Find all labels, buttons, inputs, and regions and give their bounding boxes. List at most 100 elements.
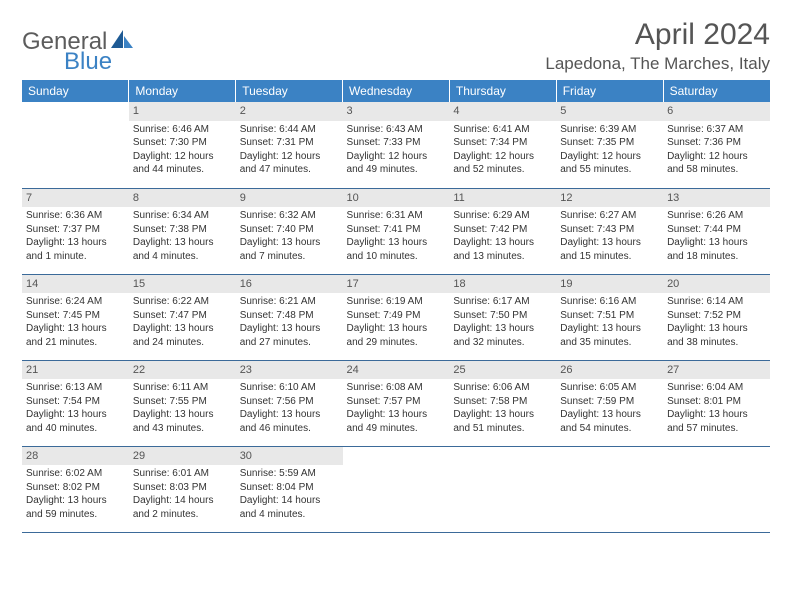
calendar-cell: 29Sunrise: 6:01 AMSunset: 8:03 PMDayligh… — [129, 446, 236, 532]
calendar-cell: 4Sunrise: 6:41 AMSunset: 7:34 PMDaylight… — [449, 102, 556, 188]
sunrise-line: Sunrise: 6:39 AM — [560, 123, 659, 137]
sunrise-line: Sunrise: 6:19 AM — [347, 295, 446, 309]
calendar-cell: 2Sunrise: 6:44 AMSunset: 7:31 PMDaylight… — [236, 102, 343, 188]
sunset-line: Sunset: 7:54 PM — [26, 395, 125, 409]
sunset-line: Sunset: 7:56 PM — [240, 395, 339, 409]
calendar-cell — [556, 446, 663, 532]
sunset-line: Sunset: 8:01 PM — [667, 395, 766, 409]
sunrise-line: Sunrise: 6:46 AM — [133, 123, 232, 137]
day-number: 17 — [343, 275, 450, 294]
sunset-line: Sunset: 7:31 PM — [240, 136, 339, 150]
calendar-cell: 26Sunrise: 6:05 AMSunset: 7:59 PMDayligh… — [556, 360, 663, 446]
sunrise-line: Sunrise: 6:11 AM — [133, 381, 232, 395]
calendar-cell: 27Sunrise: 6:04 AMSunset: 8:01 PMDayligh… — [663, 360, 770, 446]
sunset-line: Sunset: 7:41 PM — [347, 223, 446, 237]
calendar-cell: 10Sunrise: 6:31 AMSunset: 7:41 PMDayligh… — [343, 188, 450, 274]
logo-text-blue: Blue — [64, 48, 112, 76]
day-number: 23 — [236, 361, 343, 380]
sunrise-line: Sunrise: 6:06 AM — [453, 381, 552, 395]
daylight-line: Daylight: 13 hours and 24 minutes. — [133, 322, 232, 349]
calendar-cell: 12Sunrise: 6:27 AMSunset: 7:43 PMDayligh… — [556, 188, 663, 274]
sunset-line: Sunset: 7:33 PM — [347, 136, 446, 150]
calendar-cell: 23Sunrise: 6:10 AMSunset: 7:56 PMDayligh… — [236, 360, 343, 446]
day-number: 28 — [22, 447, 129, 466]
sunrise-line: Sunrise: 6:21 AM — [240, 295, 339, 309]
sunrise-line: Sunrise: 6:22 AM — [133, 295, 232, 309]
sunrise-line: Sunrise: 6:02 AM — [26, 467, 125, 481]
weekday-header: Saturday — [663, 80, 770, 102]
sunrise-line: Sunrise: 6:08 AM — [347, 381, 446, 395]
calendar-cell: 8Sunrise: 6:34 AMSunset: 7:38 PMDaylight… — [129, 188, 236, 274]
calendar-body: 1Sunrise: 6:46 AMSunset: 7:30 PMDaylight… — [22, 102, 770, 532]
daylight-line: Daylight: 13 hours and 21 minutes. — [26, 322, 125, 349]
day-number: 13 — [663, 189, 770, 208]
calendar-cell — [22, 102, 129, 188]
calendar-cell: 25Sunrise: 6:06 AMSunset: 7:58 PMDayligh… — [449, 360, 556, 446]
day-number: 22 — [129, 361, 236, 380]
sunrise-line: Sunrise: 6:10 AM — [240, 381, 339, 395]
day-number: 25 — [449, 361, 556, 380]
daylight-line: Daylight: 13 hours and 49 minutes. — [347, 408, 446, 435]
calendar-cell: 5Sunrise: 6:39 AMSunset: 7:35 PMDaylight… — [556, 102, 663, 188]
calendar-cell: 20Sunrise: 6:14 AMSunset: 7:52 PMDayligh… — [663, 274, 770, 360]
sunset-line: Sunset: 7:48 PM — [240, 309, 339, 323]
sunset-line: Sunset: 7:45 PM — [26, 309, 125, 323]
sunset-line: Sunset: 7:50 PM — [453, 309, 552, 323]
daylight-line: Daylight: 12 hours and 47 minutes. — [240, 150, 339, 177]
weekday-header: Wednesday — [343, 80, 450, 102]
daylight-line: Daylight: 13 hours and 59 minutes. — [26, 494, 125, 521]
weekday-header: Monday — [129, 80, 236, 102]
day-number: 29 — [129, 447, 236, 466]
month-title: April 2024 — [545, 18, 770, 52]
day-number: 4 — [449, 102, 556, 121]
sunrise-line: Sunrise: 6:16 AM — [560, 295, 659, 309]
calendar-cell: 19Sunrise: 6:16 AMSunset: 7:51 PMDayligh… — [556, 274, 663, 360]
sunrise-line: Sunrise: 6:14 AM — [667, 295, 766, 309]
sunset-line: Sunset: 7:34 PM — [453, 136, 552, 150]
calendar-cell — [449, 446, 556, 532]
sunset-line: Sunset: 7:36 PM — [667, 136, 766, 150]
daylight-line: Daylight: 13 hours and 10 minutes. — [347, 236, 446, 263]
daylight-line: Daylight: 13 hours and 57 minutes. — [667, 408, 766, 435]
daylight-line: Daylight: 13 hours and 15 minutes. — [560, 236, 659, 263]
weekday-header: Friday — [556, 80, 663, 102]
sunrise-line: Sunrise: 6:17 AM — [453, 295, 552, 309]
daylight-line: Daylight: 13 hours and 32 minutes. — [453, 322, 552, 349]
calendar-cell: 17Sunrise: 6:19 AMSunset: 7:49 PMDayligh… — [343, 274, 450, 360]
sunset-line: Sunset: 8:03 PM — [133, 481, 232, 495]
sunrise-line: Sunrise: 6:27 AM — [560, 209, 659, 223]
daylight-line: Daylight: 13 hours and 13 minutes. — [453, 236, 552, 263]
day-number: 8 — [129, 189, 236, 208]
daylight-line: Daylight: 14 hours and 4 minutes. — [240, 494, 339, 521]
calendar-cell: 21Sunrise: 6:13 AMSunset: 7:54 PMDayligh… — [22, 360, 129, 446]
title-block: April 2024 Lapedona, The Marches, Italy — [545, 18, 770, 74]
calendar-cell: 18Sunrise: 6:17 AMSunset: 7:50 PMDayligh… — [449, 274, 556, 360]
sunset-line: Sunset: 7:55 PM — [133, 395, 232, 409]
sunset-line: Sunset: 7:38 PM — [133, 223, 232, 237]
day-number: 24 — [343, 361, 450, 380]
calendar-cell: 30Sunrise: 5:59 AMSunset: 8:04 PMDayligh… — [236, 446, 343, 532]
calendar-row: 28Sunrise: 6:02 AMSunset: 8:02 PMDayligh… — [22, 446, 770, 532]
calendar-cell: 22Sunrise: 6:11 AMSunset: 7:55 PMDayligh… — [129, 360, 236, 446]
calendar-cell: 15Sunrise: 6:22 AMSunset: 7:47 PMDayligh… — [129, 274, 236, 360]
daylight-line: Daylight: 13 hours and 54 minutes. — [560, 408, 659, 435]
day-number: 11 — [449, 189, 556, 208]
daylight-line: Daylight: 12 hours and 55 minutes. — [560, 150, 659, 177]
calendar-cell: 11Sunrise: 6:29 AMSunset: 7:42 PMDayligh… — [449, 188, 556, 274]
daylight-line: Daylight: 12 hours and 58 minutes. — [667, 150, 766, 177]
sunset-line: Sunset: 7:43 PM — [560, 223, 659, 237]
calendar-cell: 14Sunrise: 6:24 AMSunset: 7:45 PMDayligh… — [22, 274, 129, 360]
day-number: 15 — [129, 275, 236, 294]
sunset-line: Sunset: 7:42 PM — [453, 223, 552, 237]
daylight-line: Daylight: 13 hours and 51 minutes. — [453, 408, 552, 435]
daylight-line: Daylight: 14 hours and 2 minutes. — [133, 494, 232, 521]
day-number: 20 — [663, 275, 770, 294]
calendar-row: 1Sunrise: 6:46 AMSunset: 7:30 PMDaylight… — [22, 102, 770, 188]
location-text: Lapedona, The Marches, Italy — [545, 54, 770, 74]
sunrise-line: Sunrise: 6:01 AM — [133, 467, 232, 481]
sunrise-line: Sunrise: 6:26 AM — [667, 209, 766, 223]
daylight-line: Daylight: 13 hours and 38 minutes. — [667, 322, 766, 349]
daylight-line: Daylight: 13 hours and 35 minutes. — [560, 322, 659, 349]
day-number: 12 — [556, 189, 663, 208]
daylight-line: Daylight: 13 hours and 1 minute. — [26, 236, 125, 263]
